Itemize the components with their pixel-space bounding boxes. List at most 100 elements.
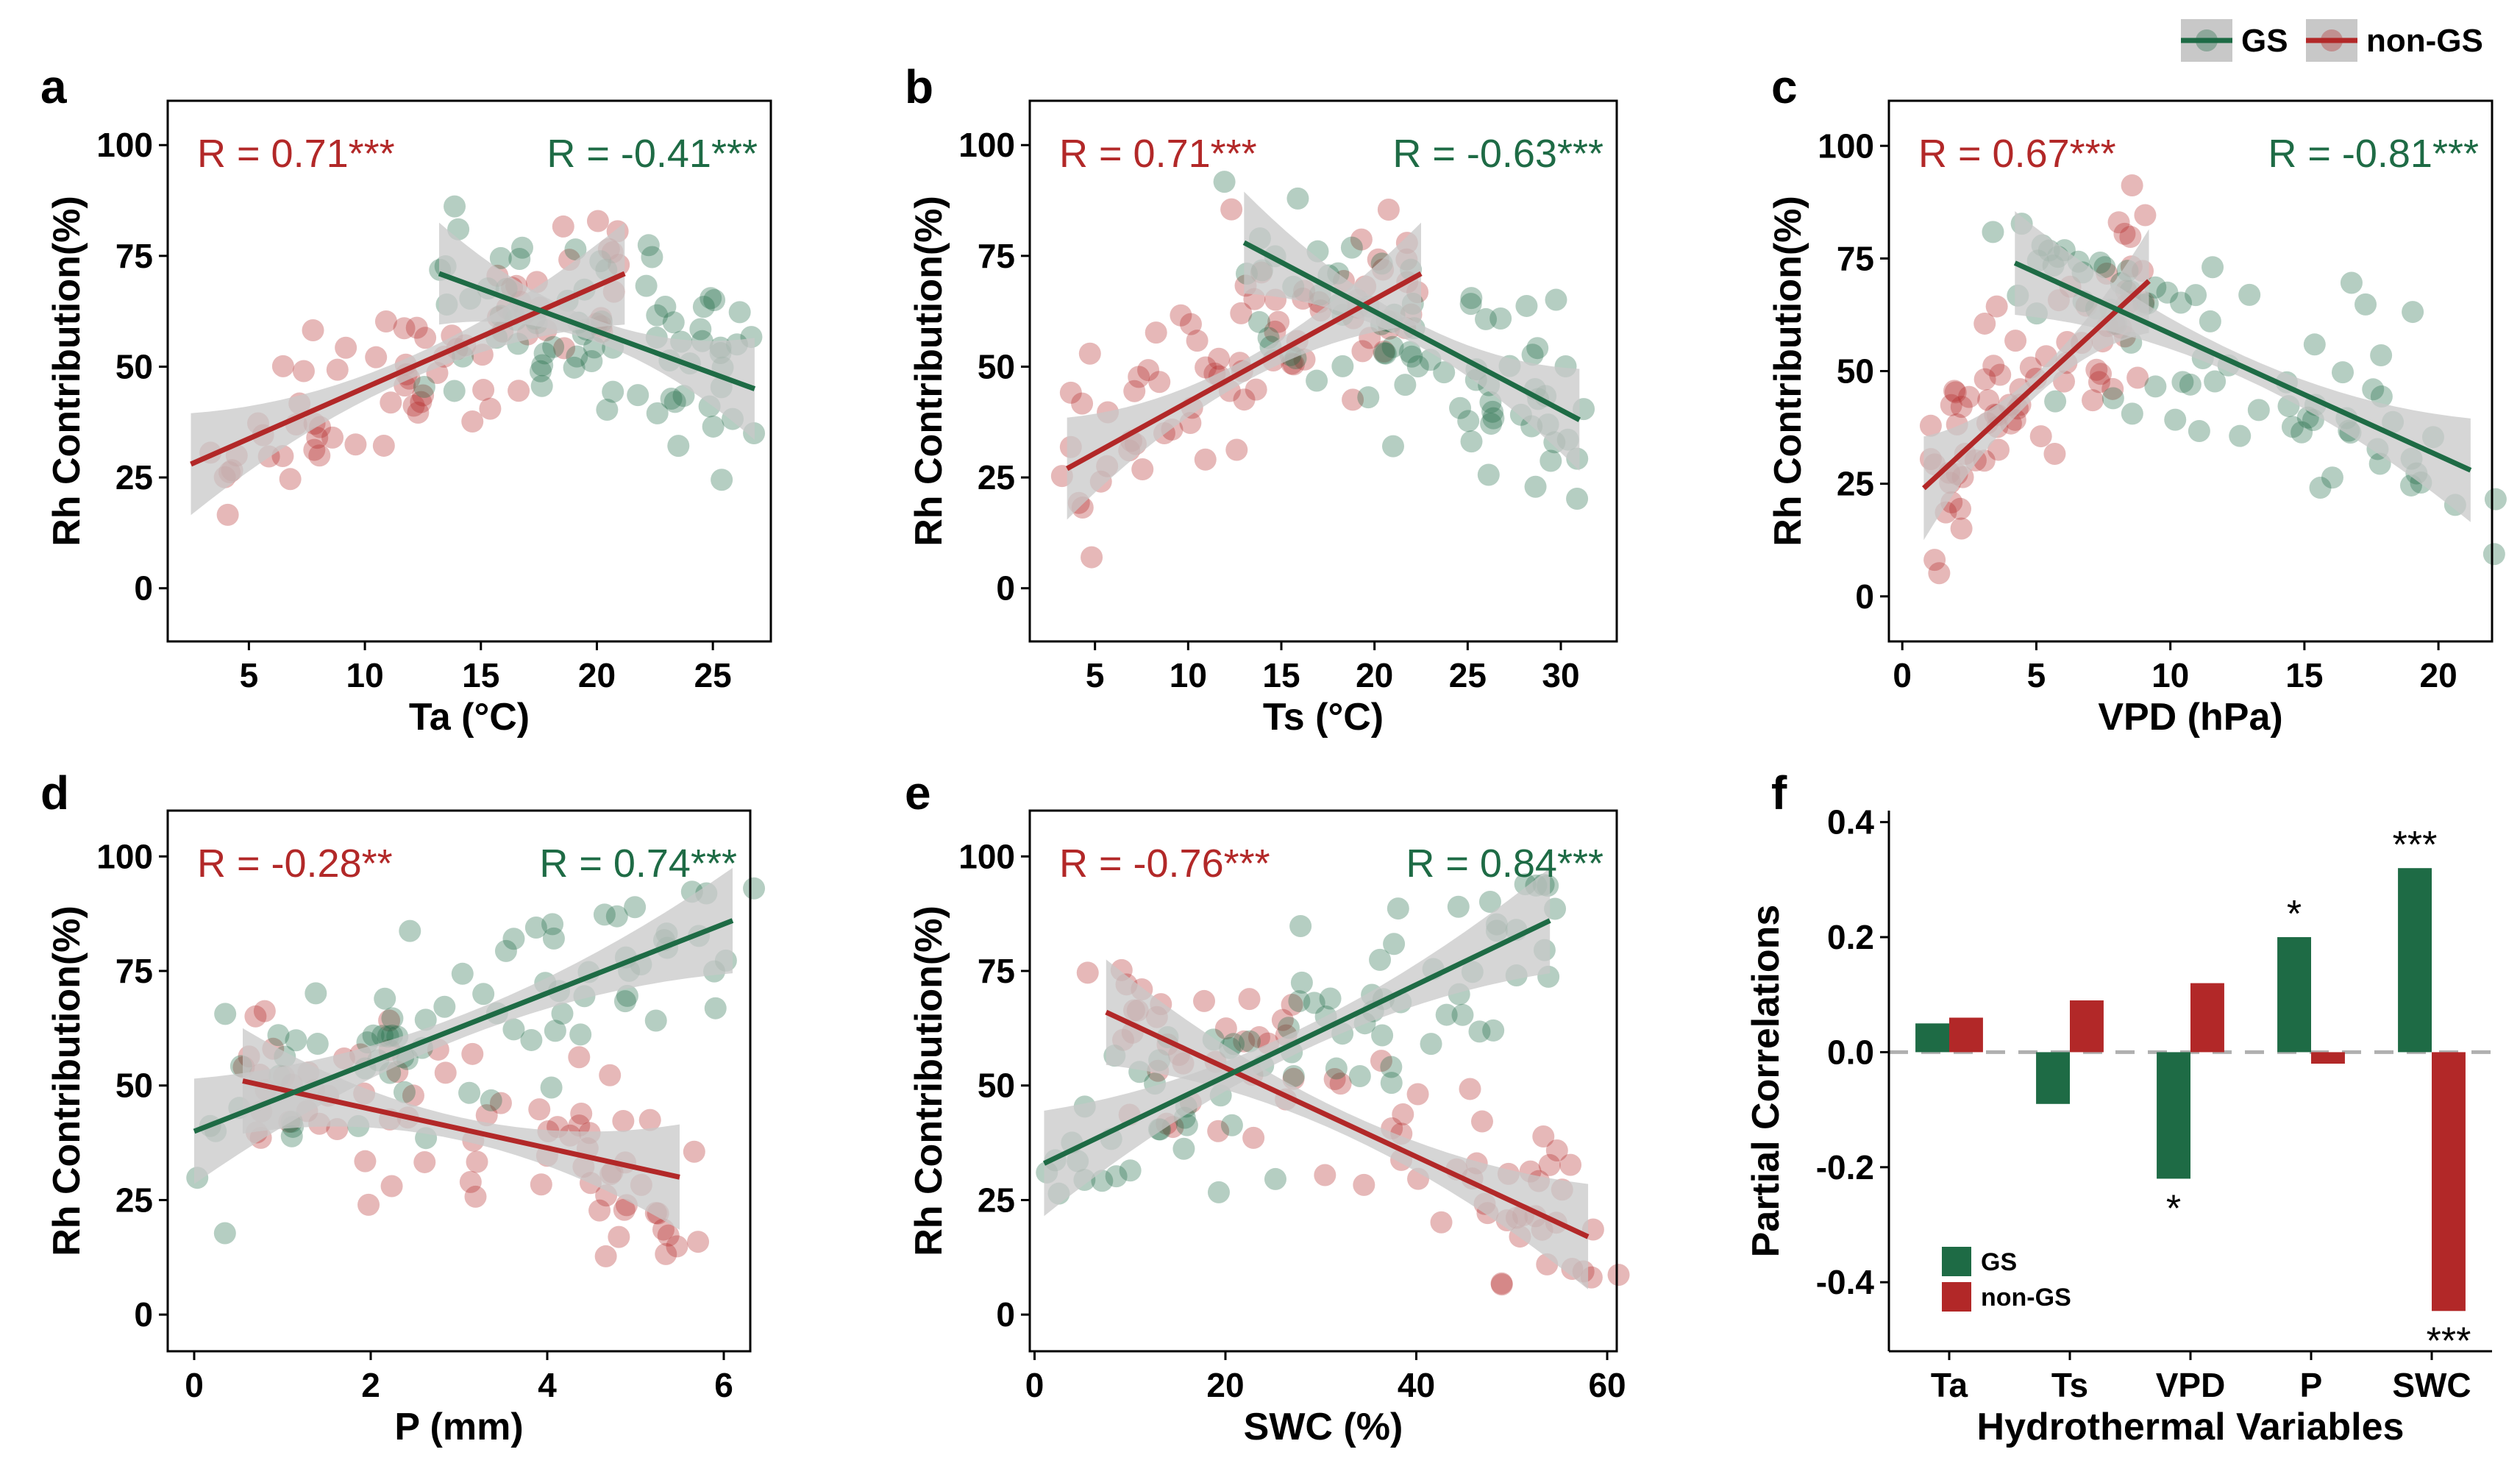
data-point-gs [1319, 987, 1342, 1010]
data-point-nongs [1323, 1068, 1346, 1091]
x-tick-label: 5 [240, 656, 259, 694]
data-point-nongs [1973, 368, 1996, 391]
data-point-gs [637, 234, 660, 257]
top-legend: GS non-GS [2181, 19, 2483, 62]
data-point-gs [285, 1029, 307, 1052]
data-point-gs [1420, 1033, 1442, 1056]
data-point-gs [616, 984, 638, 1007]
data-point-nongs [374, 310, 397, 333]
data-point-nongs [402, 394, 425, 417]
y-axis-title: Rh Contribution(%) [908, 196, 950, 547]
data-point-gs [2309, 477, 2332, 499]
data-point-gs [1457, 410, 1480, 433]
data-point-nongs [2087, 371, 2110, 394]
y-tick-label: 50 [1837, 352, 1874, 391]
data-point-gs [2170, 291, 2193, 314]
significance-label-gs-SWC: *** [2393, 824, 2438, 867]
data-point-gs [480, 1089, 502, 1111]
data-point-nongs [1145, 321, 1167, 344]
data-point-nongs [461, 1042, 484, 1065]
x-tick-label: 0 [1893, 656, 1912, 694]
data-point-nongs [365, 346, 388, 369]
data-point-gs [1373, 342, 1395, 365]
data-point-gs [1482, 1019, 1505, 1042]
x-axis-title: Hydrothermal Variables [1977, 1406, 2405, 1448]
data-point-gs [1325, 1057, 1348, 1080]
data-point-gs [2247, 399, 2270, 421]
x-tick-label: 30 [1542, 656, 1579, 694]
data-point-nongs [1973, 312, 1996, 335]
data-point-nongs [354, 1150, 377, 1173]
data-point-nongs [1281, 993, 1303, 1016]
y-tick-label: -0.4 [1816, 1263, 1875, 1301]
data-point-gs [646, 402, 669, 424]
r-annotation-gs: R = 0.74*** [539, 841, 737, 886]
data-point-nongs [568, 1046, 591, 1069]
data-point-nongs [413, 1150, 436, 1173]
data-point-gs [374, 987, 396, 1010]
data-point-nongs [1944, 381, 1967, 404]
data-point-nongs [1370, 1050, 1392, 1072]
r-annotation-gs: R = -0.41*** [547, 132, 758, 176]
data-point-gs [2121, 402, 2143, 425]
data-point-gs [1387, 897, 1409, 920]
data-point-gs [1480, 413, 1503, 435]
data-point-nongs [2043, 442, 2066, 465]
x-axis-title: P (mm) [394, 1406, 523, 1448]
data-point-nongs [1148, 371, 1171, 394]
y-tick-label: 50 [115, 1067, 153, 1105]
data-point-gs [444, 195, 466, 218]
data-point-nongs [410, 391, 433, 413]
bar-gs-Ts [2036, 1052, 2070, 1104]
data-point-gs [564, 238, 587, 261]
data-point-nongs [2101, 377, 2124, 400]
x-tick-label: 60 [1588, 1366, 1626, 1404]
panel-a: a 0 25 50 75 100 5 10 15 20 25 Ta (°C) Rh Contributi… [40, 60, 772, 739]
data-point-nongs [586, 210, 609, 232]
data-point-gs [451, 962, 474, 985]
bar-gs-VPD [2157, 1052, 2190, 1179]
data-point-nongs [1949, 497, 1972, 520]
data-point-gs [2199, 310, 2221, 332]
x-tick-label: 0 [1025, 1366, 1044, 1404]
data-point-nongs [599, 1064, 622, 1086]
data-point-gs [541, 913, 564, 936]
data-point-nongs [2004, 330, 2027, 352]
data-point-gs [1524, 475, 1547, 498]
data-point-nongs [1940, 394, 1962, 416]
data-point-gs [267, 1024, 290, 1047]
data-point-nongs [1247, 1026, 1270, 1049]
data-point-gs [1545, 288, 1567, 311]
data-point-gs [1381, 435, 1404, 458]
data-point-nongs [335, 336, 357, 359]
data-point-gs [1369, 948, 1392, 971]
data-point-gs [1247, 310, 1270, 333]
r-annotation-nongs: R = 0.71*** [1059, 132, 1257, 176]
data-point-nongs [1230, 302, 1253, 324]
data-point-gs [2204, 370, 2227, 393]
data-point-nongs [1071, 392, 1094, 415]
data-point-nongs [1170, 304, 1192, 327]
y-tick-label: 75 [115, 952, 153, 990]
significance-label-nongs-SWC: *** [2427, 1320, 2471, 1362]
bar-nongs-Ta [1949, 1017, 1983, 1053]
legend-key-nongs [1942, 1282, 1971, 1312]
data-point-nongs [1987, 438, 2010, 461]
y-tick-label: 25 [978, 458, 1015, 497]
data-point-nongs [2126, 366, 2149, 389]
data-point-nongs [1186, 330, 1209, 352]
y-tick-label: 25 [978, 1181, 1015, 1219]
data-point-nongs [244, 1005, 267, 1028]
plot-frame [166, 99, 772, 643]
data-point-nongs [472, 379, 495, 402]
legend-key-point-gs [2196, 29, 2218, 51]
x-tick-label: 20 [2420, 656, 2457, 694]
y-tick-label: 100 [1818, 127, 1874, 165]
data-point-gs [280, 1125, 303, 1147]
data-point-gs [1289, 915, 1312, 938]
data-point-nongs [1545, 1139, 1568, 1162]
plot-frame [166, 809, 752, 1353]
data-point-gs [2340, 271, 2363, 294]
data-point-gs [2321, 466, 2343, 489]
x-tick-label: 15 [1262, 656, 1300, 694]
